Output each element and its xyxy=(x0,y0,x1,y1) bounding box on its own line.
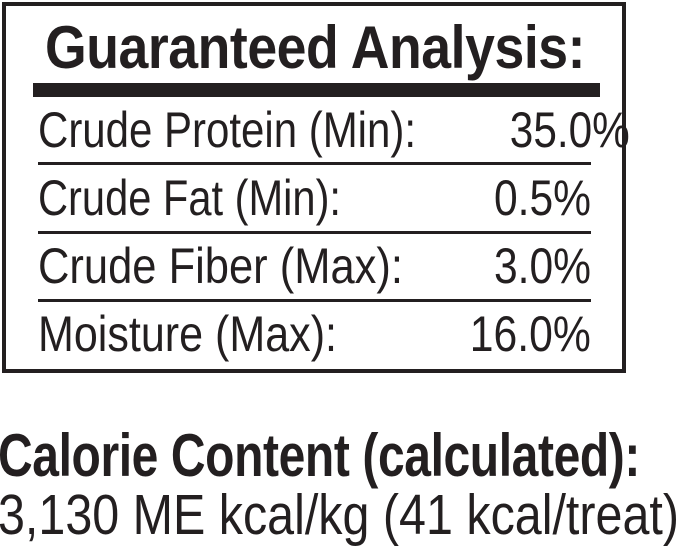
table-row-crude-protein: Crude Protein (Min): 35.0% xyxy=(38,97,630,166)
table-row-crude-fiber: Crude Fiber (Max): 3.0% xyxy=(38,234,591,302)
calorie-content-value: 3,130 ME kcal/kg (41 kcal/treat) xyxy=(0,483,679,546)
analysis-table: Crude Protein (Min): 35.0% Crude Fat (Mi… xyxy=(38,97,630,367)
nutrient-value: 3.0% xyxy=(494,238,591,295)
nutrient-value: 16.0% xyxy=(470,306,591,363)
guaranteed-analysis-panel: Guaranteed Analysis: Crude Protein (Min)… xyxy=(2,2,630,373)
nutrient-label: Crude Fat (Min): xyxy=(38,169,342,226)
nutrient-label: Moisture (Max): xyxy=(38,306,337,363)
calorie-content-heading: Calorie Content (calculated): xyxy=(0,422,640,489)
nutrient-value: 0.5% xyxy=(494,169,591,226)
nutrient-label: Crude Protein (Min): xyxy=(38,101,416,158)
table-row-moisture: Moisture (Max): 16.0% xyxy=(38,302,591,367)
title-underline-bar xyxy=(33,83,600,97)
nutrient-value: 35.0% xyxy=(509,101,630,158)
guaranteed-analysis-title: Guaranteed Analysis: xyxy=(45,14,586,81)
table-row-crude-fat: Crude Fat (Min): 0.5% xyxy=(38,165,591,234)
nutrient-label: Crude Fiber (Max): xyxy=(38,238,403,295)
